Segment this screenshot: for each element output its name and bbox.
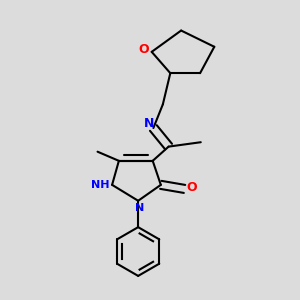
Text: O: O (138, 43, 148, 56)
Text: N: N (144, 117, 154, 130)
Text: NH: NH (91, 180, 110, 190)
Text: O: O (187, 181, 197, 194)
Text: N: N (135, 203, 145, 213)
